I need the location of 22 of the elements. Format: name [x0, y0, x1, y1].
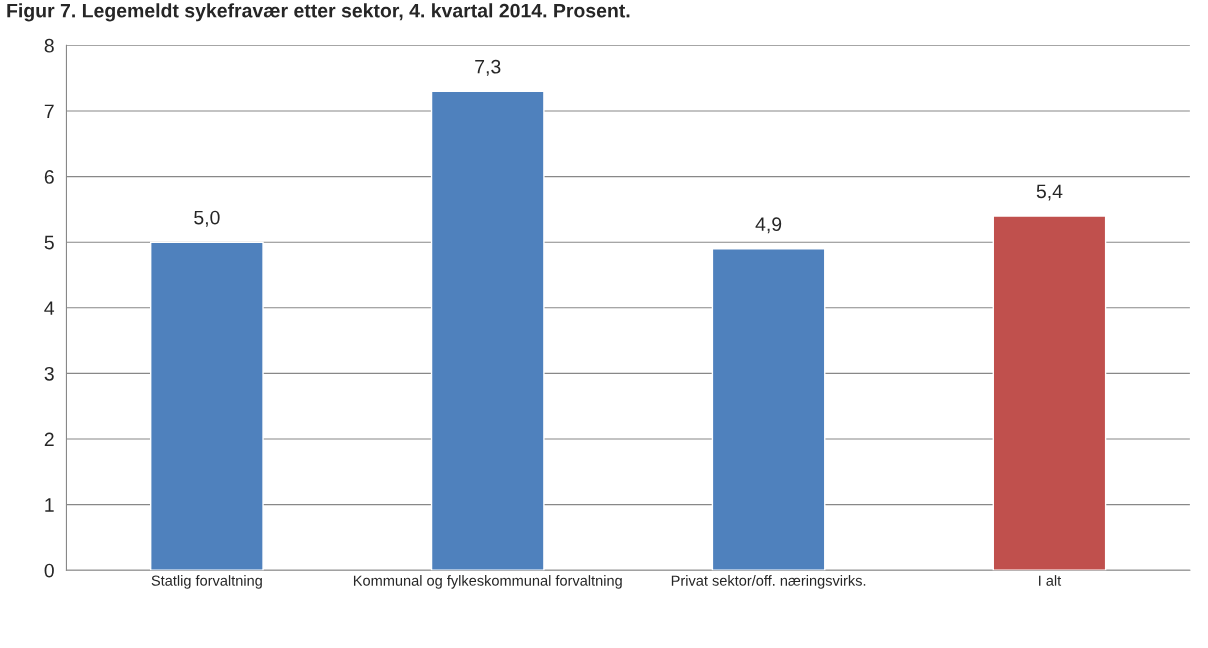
chart-title: Figur 7. Legemeldt sykefravær etter sektor, 4. kvartal 2014. Prosent.	[7, 3, 630, 22]
data-label: 4,9	[755, 217, 782, 234]
x-tick-label: Kommunal og fylkeskommunal forvaltning	[353, 575, 622, 589]
bar	[150, 241, 264, 571]
y-tick-label: 0	[44, 563, 54, 578]
data-label: 5,4	[1036, 184, 1063, 201]
y-tick-label: 7	[44, 104, 54, 119]
y-tick-label: 4	[44, 301, 55, 315]
x-tick-label: I alt	[1039, 575, 1062, 586]
bar	[430, 90, 545, 571]
y-tick-label: 5	[44, 235, 54, 250]
y-tick-label: 6	[44, 170, 54, 184]
data-label: 7,3	[475, 59, 501, 76]
y-tick-label: 2	[44, 432, 54, 447]
x-tick-label: Privat sektor/off. næringsvirks.	[671, 575, 866, 589]
y-tick-label: 1	[45, 498, 54, 512]
data-label: 5,0	[194, 210, 220, 227]
x-tick-label: Statlig forvaltning	[151, 575, 262, 589]
bar	[992, 215, 1107, 571]
bar	[711, 248, 826, 571]
y-tick-label: 8	[44, 38, 54, 53]
y-tick-label: 3	[44, 366, 54, 381]
